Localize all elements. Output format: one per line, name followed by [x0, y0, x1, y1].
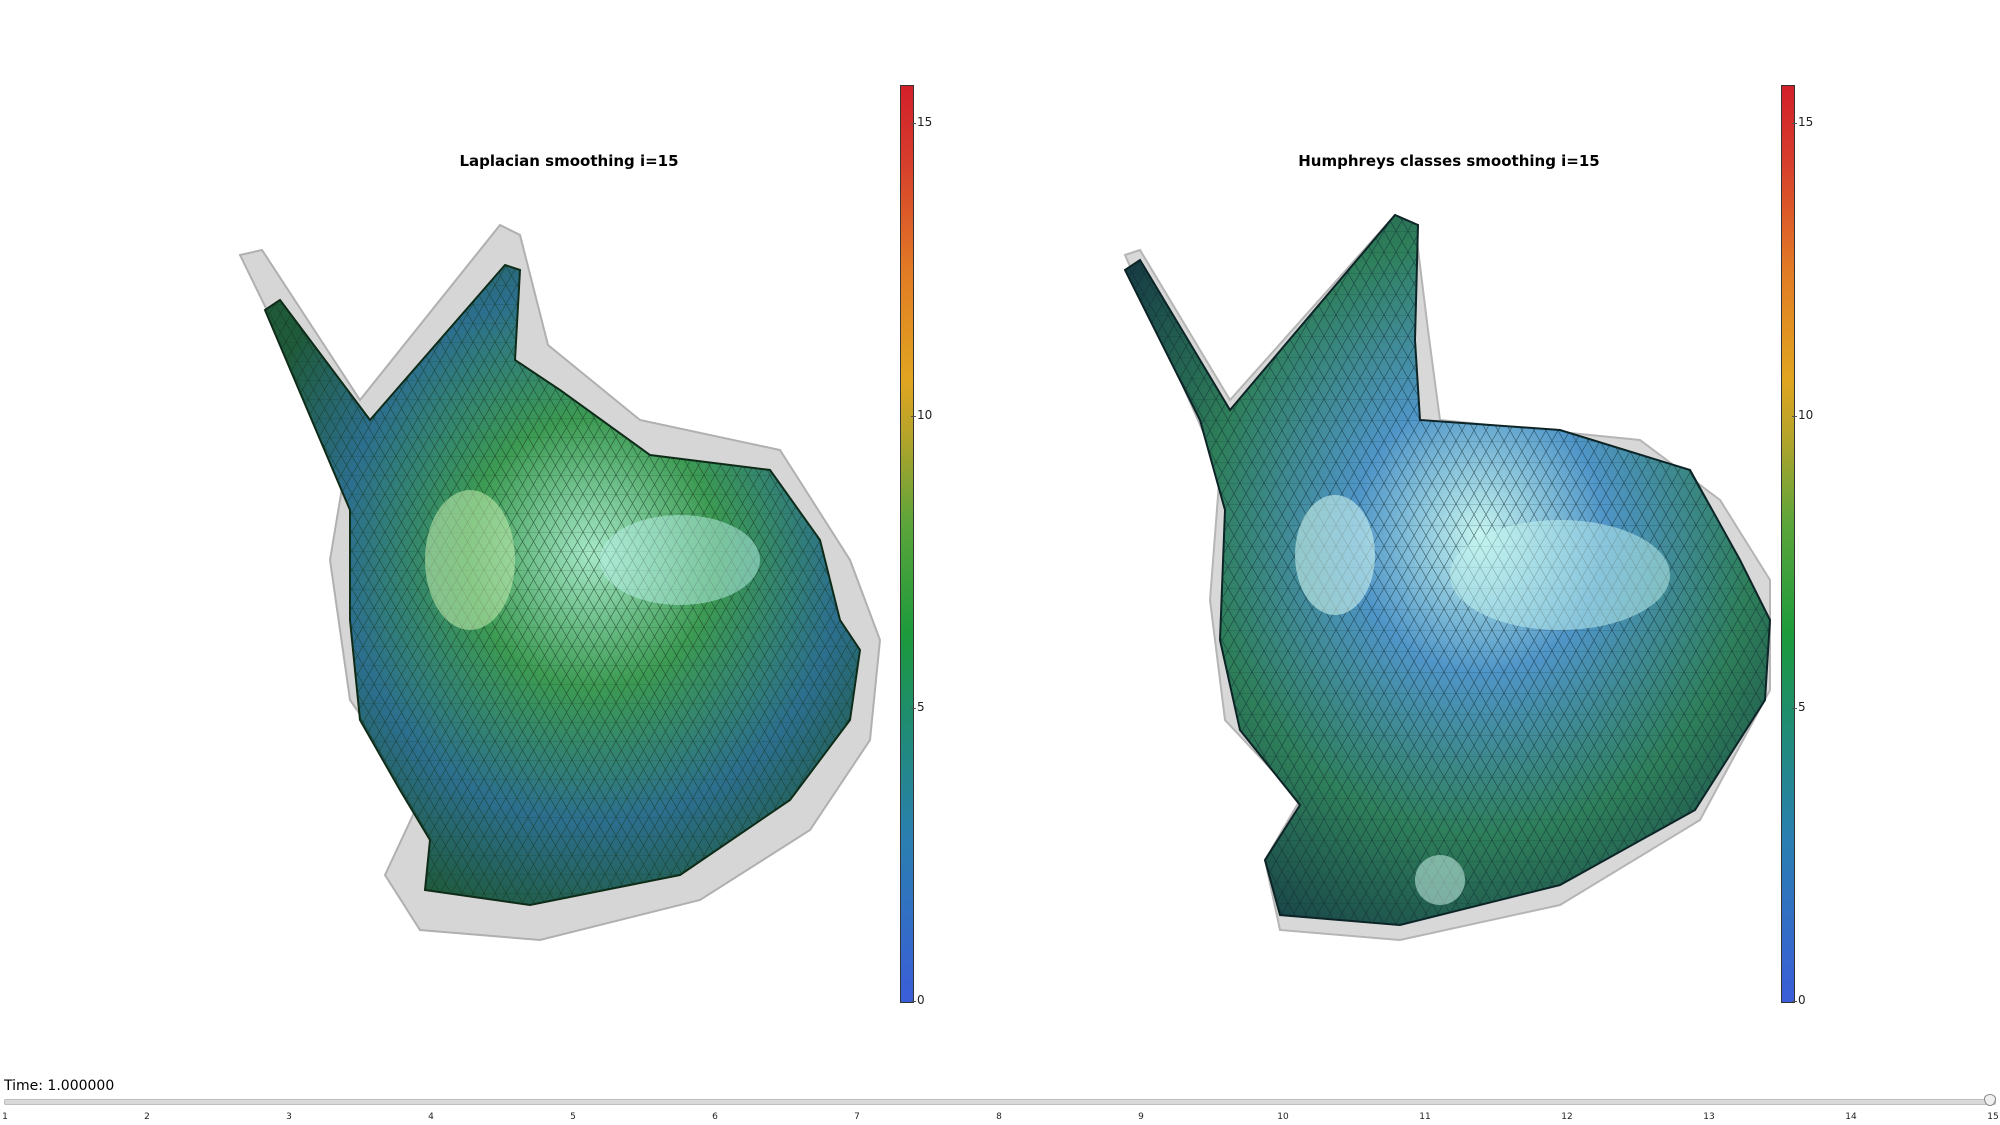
right-bunny-mesh[interactable] — [1000, 0, 2000, 1075]
time-slider-handle[interactable] — [1984, 1094, 1996, 1106]
time-slider-tick-label: 4 — [428, 1112, 434, 1122]
time-slider-tick-label: 2 — [144, 1112, 150, 1122]
left-colorbar-tick: 15 — [910, 115, 933, 129]
right-colorbar — [1781, 85, 1795, 1003]
right-colorbar-tick: 0 — [1792, 993, 1806, 1007]
time-slider-tick-label: 8 — [996, 1112, 1002, 1122]
time-slider-tick-label: 14 — [1845, 1112, 1857, 1122]
time-slider-tick-label: 11 — [1419, 1112, 1431, 1122]
time-slider-tick-label: 15 — [1987, 1112, 1999, 1122]
left-colorbar — [900, 85, 914, 1003]
left-viewport[interactable]: Laplacian smoothing i=15 15 10 5 0 — [0, 0, 1000, 1075]
time-slider-tick-label: 12 — [1561, 1112, 1573, 1122]
right-colorbar-tick: 15 — [1791, 115, 1814, 129]
right-colorbar-tick: 10 — [1791, 408, 1814, 422]
right-view-title: Humphreys classes smoothing i=15 — [1298, 152, 1600, 170]
time-slider-tick-label: 13 — [1703, 1112, 1715, 1122]
time-slider-track[interactable] — [4, 1099, 1996, 1105]
left-colorbar-tick: 5 — [911, 700, 925, 714]
time-slider-tick-label: 5 — [570, 1112, 576, 1122]
time-slider-tick-label: 9 — [1138, 1112, 1144, 1122]
right-colorbar-tick: 5 — [1792, 700, 1806, 714]
left-colorbar-tick: 10 — [910, 408, 933, 422]
left-colorbar-tick: 0 — [911, 993, 925, 1007]
time-label: Time: 1.000000 — [4, 1078, 115, 1094]
time-slider-tick-label: 3 — [286, 1112, 292, 1122]
time-slider-tick-label: 6 — [712, 1112, 718, 1122]
left-bunny-mesh[interactable] — [0, 0, 1000, 1075]
time-slider-tick-label: 7 — [854, 1112, 860, 1122]
time-slider-tick-label: 1 — [2, 1112, 8, 1122]
time-slider-tick-label: 10 — [1277, 1112, 1289, 1122]
right-viewport[interactable]: Humphreys classes smoothing i=15 15 10 5… — [1000, 0, 2000, 1075]
left-view-title: Laplacian smoothing i=15 — [459, 152, 679, 170]
